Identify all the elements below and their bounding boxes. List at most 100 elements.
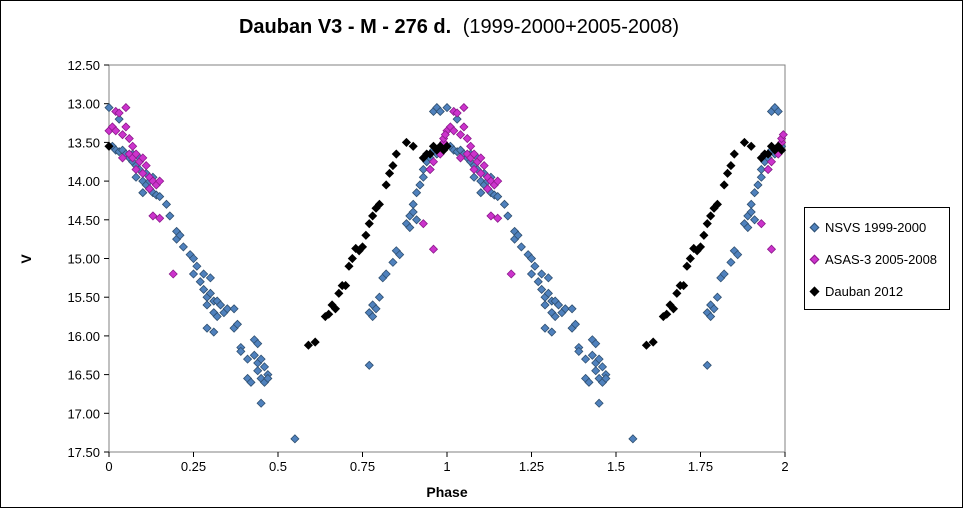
point-nsvs — [222, 304, 232, 314]
point-dauban — [722, 168, 733, 178]
point-asas — [452, 108, 462, 118]
point-dauban — [777, 145, 787, 155]
point-dauban — [341, 281, 351, 291]
point-nsvs — [199, 269, 209, 279]
point-nsvs — [584, 377, 594, 387]
point-nsvs — [543, 288, 553, 298]
point-asas — [428, 244, 439, 254]
chart-title: Dauban V3 - M - 276 d. (1999-2000+2005-2… — [239, 16, 679, 38]
point-nsvs — [161, 199, 172, 209]
point-nsvs — [263, 373, 273, 384]
point-dauban — [303, 340, 313, 350]
plot-area — [108, 64, 786, 453]
point-dauban — [324, 309, 334, 319]
x-axis-label: Phase — [426, 484, 467, 500]
point-asas — [428, 157, 439, 167]
point-nsvs — [753, 180, 763, 190]
point-nsvs — [114, 114, 124, 124]
point-dauban — [334, 288, 344, 298]
point-nsvs — [773, 106, 783, 117]
point-dauban — [685, 253, 695, 264]
legend-item-dauban: Dauban 2012 — [809, 282, 904, 300]
point-asas — [144, 184, 155, 194]
point-asas — [117, 153, 128, 163]
point-nsvs — [381, 269, 391, 279]
point-asas — [111, 126, 121, 136]
point-nsvs — [405, 222, 415, 233]
point-asas — [131, 149, 141, 159]
point-nsvs — [199, 284, 209, 295]
point-dauban — [641, 340, 651, 350]
point-nsvs — [256, 398, 266, 408]
point-nsvs — [131, 172, 141, 182]
point-asas — [168, 269, 178, 279]
point-nsvs — [188, 269, 199, 279]
chart-title-main: Dauban V3 - M - 276 d. — [239, 16, 451, 38]
point-nsvs — [232, 319, 243, 329]
point-dauban — [401, 137, 412, 147]
legend-label-dauban: Dauban 2012 — [825, 283, 904, 299]
y-tick-label: 13.50 — [67, 135, 100, 150]
x-tick-label: 0.75 — [350, 459, 375, 474]
y-tick-label: 14.50 — [67, 213, 100, 228]
point-nsvs — [175, 230, 185, 240]
point-nsvs — [290, 434, 300, 444]
point-nsvs — [513, 230, 523, 240]
point-nsvs — [442, 103, 452, 113]
y-tick-label: 17.00 — [67, 406, 100, 421]
point-nsvs — [503, 211, 513, 221]
x-tick-label: 0.25 — [181, 459, 206, 474]
y-tick-label: 14.00 — [67, 174, 100, 189]
point-dauban — [330, 304, 341, 314]
point-dauban — [374, 199, 384, 209]
point-dauban — [672, 288, 682, 298]
point-nsvs — [530, 261, 540, 271]
point-nsvs — [374, 292, 384, 302]
point-asas — [756, 219, 766, 229]
point-nsvs — [236, 346, 246, 356]
point-nsvs — [205, 273, 215, 283]
point-nsvs — [526, 269, 537, 279]
y-tick-label: 17.50 — [67, 445, 100, 460]
point-asas — [482, 184, 493, 194]
point-nsvs — [165, 211, 175, 221]
point-asas — [476, 168, 486, 178]
point-dauban — [679, 281, 689, 291]
point-nsvs — [712, 292, 722, 302]
point-nsvs — [540, 323, 550, 333]
legend-label-nsvs: NSVS 1999-2000 — [825, 219, 927, 235]
point-dauban — [368, 211, 378, 221]
x-tick-label: 2 — [781, 459, 788, 474]
point-dauban — [702, 219, 712, 229]
point-nsvs — [212, 311, 222, 322]
chart-legend: NSVS 1999-2000 ASAS-3 2005-2008 Dauban 2… — [804, 207, 950, 310]
point-asas — [479, 161, 489, 171]
point-asas — [141, 161, 151, 171]
point-dauban — [712, 199, 722, 209]
point-nsvs — [476, 188, 486, 198]
point-asas — [486, 211, 496, 221]
point-dauban — [682, 261, 692, 271]
point-dauban — [706, 211, 716, 221]
point-dauban — [388, 161, 398, 171]
point-asas — [766, 157, 777, 167]
point-nsvs — [412, 215, 422, 225]
legend-marker-nsvs — [809, 222, 820, 232]
point-asas — [114, 108, 124, 118]
point-nsvs — [581, 354, 591, 364]
point-nsvs — [418, 172, 428, 182]
point-nsvs — [412, 188, 422, 198]
point-asas — [455, 130, 466, 140]
point-asas — [766, 244, 777, 254]
point-asas — [131, 164, 141, 175]
y-tick-label: 13.00 — [67, 97, 100, 112]
point-asas — [462, 133, 472, 144]
point-nsvs — [750, 188, 760, 198]
point-nsvs — [526, 253, 537, 264]
point-asas — [121, 103, 131, 113]
point-nsvs — [750, 215, 760, 225]
point-asas — [469, 149, 479, 159]
point-nsvs — [543, 273, 553, 283]
point-asas — [425, 164, 435, 175]
